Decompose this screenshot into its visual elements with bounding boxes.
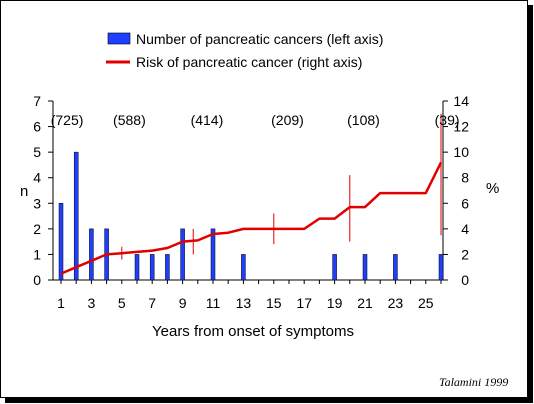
at-risk-count-label: (209) <box>271 112 304 128</box>
at-risk-count-label: (725) <box>51 112 84 128</box>
y-right-tick-label: 4 <box>461 221 469 237</box>
source-credit: Talamini 1999 <box>439 375 508 389</box>
x-tick-label: 19 <box>327 295 343 311</box>
x-tick-label: 1 <box>57 295 65 311</box>
y-left-tick-label: 1 <box>33 246 41 262</box>
bar <box>165 254 170 281</box>
x-tick-label: 3 <box>88 295 96 311</box>
legend-line-label: Risk of pancreatic cancer (right axis) <box>136 54 362 70</box>
line-series <box>60 161 443 275</box>
bar <box>210 228 216 281</box>
y-right-tick-label: 2 <box>461 246 469 262</box>
bar <box>180 228 185 281</box>
chart-frame <box>0 0 528 398</box>
y-left-tick-label: 0 <box>33 272 41 288</box>
y-left-tick-label: 7 <box>33 93 41 109</box>
x-tick-label: 15 <box>266 295 282 311</box>
y-right-tick-label: 14 <box>453 93 469 109</box>
y-axis-left-title: n <box>20 183 28 200</box>
x-tick-label: 9 <box>179 295 187 311</box>
x-tick-label: 17 <box>296 295 312 311</box>
bar <box>393 254 398 281</box>
y-left-tick-label: 6 <box>33 119 41 135</box>
x-axis-title: Years from onset of symptoms <box>152 323 354 340</box>
x-tick-label: 7 <box>148 295 156 311</box>
at-risk-count-label: (108) <box>347 112 380 128</box>
error-bars <box>121 113 442 260</box>
bar <box>332 254 337 281</box>
bar <box>149 254 155 281</box>
bar-series <box>58 151 444 281</box>
x-tick-label: 23 <box>388 295 404 311</box>
y-left-tick-label: 3 <box>33 195 41 211</box>
bar <box>58 203 64 281</box>
bar <box>73 151 79 281</box>
bar <box>438 254 444 281</box>
at-risk-count-label: (588) <box>113 112 146 128</box>
at-risk-count-label: (414) <box>191 112 224 128</box>
bar <box>89 228 94 281</box>
bar <box>134 254 140 281</box>
x-tick-label: 21 <box>357 295 373 311</box>
annotations: (725) (588) (414) (209) (108) (39) <box>51 112 460 128</box>
at-risk-count-label: (39) <box>435 112 460 128</box>
bar <box>241 254 246 281</box>
y-left-tick-label: 2 <box>33 221 41 237</box>
bar <box>362 254 368 281</box>
y-right-tick-label: 10 <box>453 144 469 160</box>
y-right-tick-label: 6 <box>461 195 469 211</box>
legend-bar-label: Number of pancreatic cancers (left axis) <box>136 31 383 47</box>
risk-line <box>60 161 443 275</box>
y-left-tick-label: 5 <box>33 144 41 160</box>
y-right-tick-label: 0 <box>461 272 469 288</box>
x-tick-label: 11 <box>206 295 221 311</box>
y-right-tick-label: 8 <box>461 170 469 186</box>
y-right-tick-label: 12 <box>453 119 469 135</box>
y-axis-right-title: % <box>486 180 499 197</box>
x-tick-label: 25 <box>418 295 434 311</box>
legend: Number of pancreatic cancers (left axis)… <box>106 31 383 70</box>
x-tick-label: 5 <box>118 295 126 311</box>
legend-bar-swatch <box>107 32 131 45</box>
x-tick-label: 13 <box>236 295 252 311</box>
y-left-tick-label: 4 <box>33 170 41 186</box>
